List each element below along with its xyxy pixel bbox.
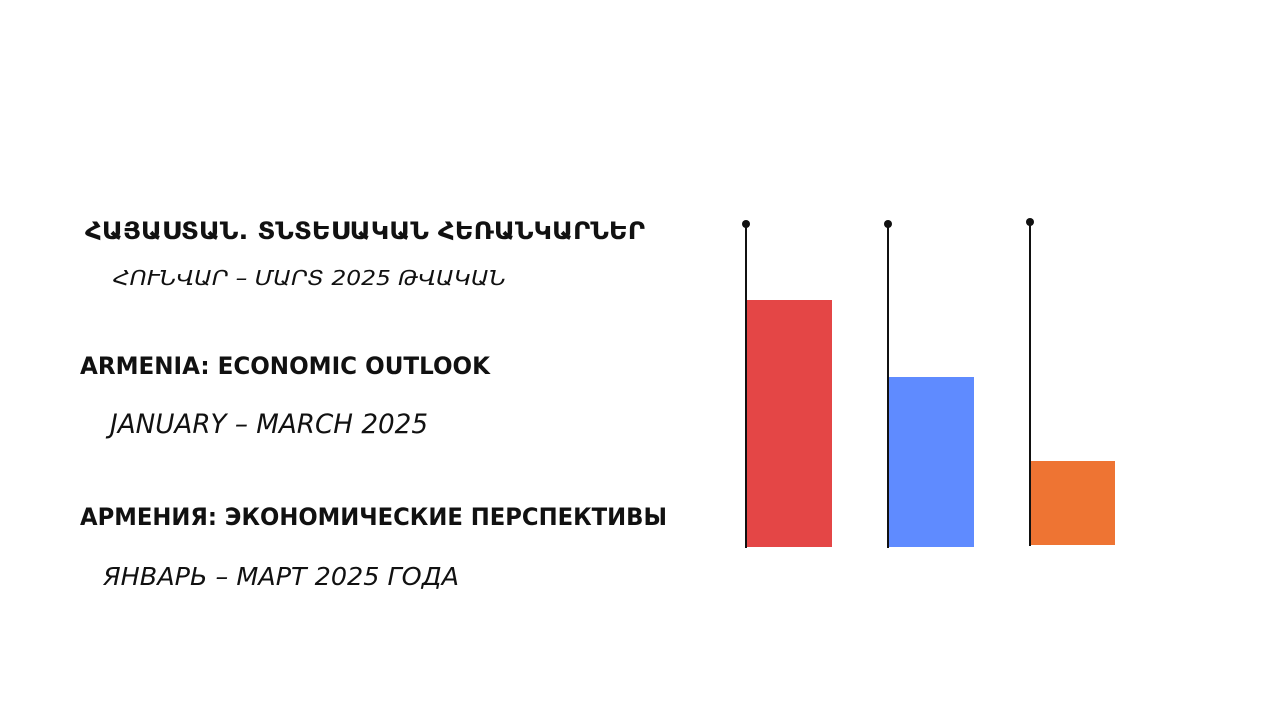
heading: ARMENIA: ECONOMIC OUTLOOK — [80, 352, 491, 380]
heading: АРМЕНИЯ: ЭКОНОМИЧЕСКИЕ ПЕРСПЕКТИВЫ — [80, 503, 667, 531]
decor-bar — [746, 300, 832, 547]
decor-dot — [884, 220, 892, 228]
subheading: ЯНВАРЬ – МАРТ 2025 ГОДА — [102, 562, 459, 591]
subheading: JANUARY – MARCH 2025 — [105, 409, 428, 440]
decorative-graphic — [742, 218, 1115, 548]
decor-dot — [1026, 218, 1034, 226]
decor-dot — [742, 220, 750, 228]
heading: ՀԱՅԱՍՏԱՆ. ՏՆՏԵՍԱԿԱՆ ՀԵՌԱՆԿԱՐՆԵՐ — [85, 217, 645, 245]
decor-bar — [1030, 461, 1115, 545]
subheading: ՀՈՒՆՎԱՐ – ՄԱՐՏ 2025 ԹՎԱԿԱՆ — [113, 266, 506, 290]
decor-bar — [888, 377, 974, 547]
